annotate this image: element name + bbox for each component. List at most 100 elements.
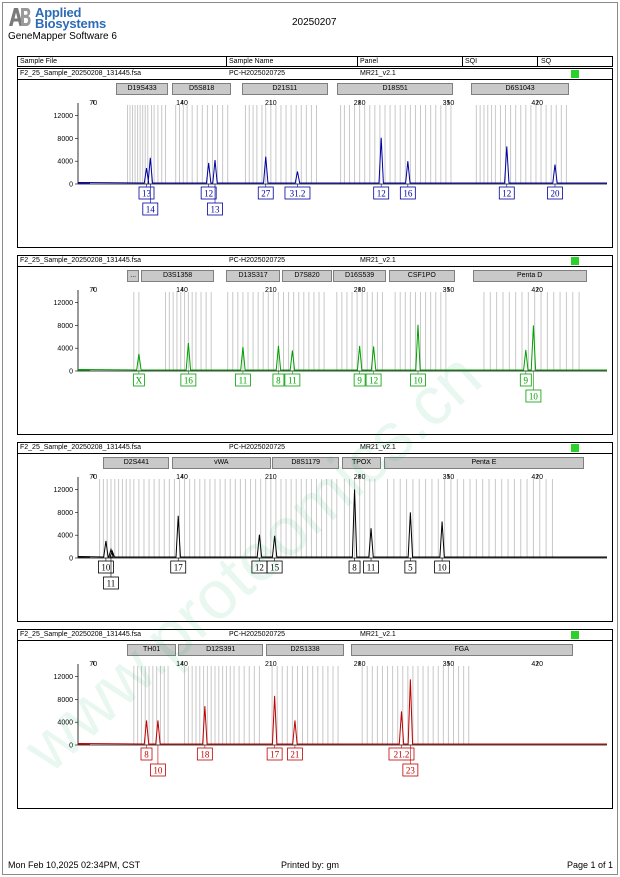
y-tick-label: 4000 <box>57 720 73 727</box>
allele-label-box <box>266 747 283 761</box>
allele-label: 8 <box>276 376 281 386</box>
y-tick-label: 4000 <box>57 346 73 353</box>
allele-label-box <box>287 747 303 761</box>
allele-label: 16 <box>184 376 194 386</box>
marker-bar: D12S391 <box>178 644 264 656</box>
quality-indicator <box>571 70 579 78</box>
allele-label: 20 <box>550 189 560 199</box>
quality-indicator <box>571 257 579 265</box>
sample-name: PC-H2025020725 <box>229 631 286 638</box>
allele-label: 10 <box>101 563 111 573</box>
allele-label: 17 <box>270 750 280 760</box>
allele-label: 12 <box>255 563 264 573</box>
allele-label-box <box>365 373 382 387</box>
quality-indicator <box>571 631 579 639</box>
marker-bar: D7S820 <box>282 270 332 282</box>
allele-label: 11 <box>239 376 248 386</box>
allele-label: 12 <box>204 189 213 199</box>
allele-label-box <box>132 373 145 387</box>
x-tick-label: 210 <box>265 661 277 668</box>
marker-bar: D8S1179 <box>272 457 340 469</box>
allele-label: 10 <box>529 392 539 402</box>
sample-file: F2_25_Sample_20250208_131445.fsa <box>20 444 142 451</box>
marker-bar: D2S1338 <box>265 644 345 656</box>
allele-label: 12 <box>502 189 511 199</box>
allele-label-box <box>196 747 213 761</box>
allele-label-box <box>140 747 153 761</box>
y-tick-label: 12000 <box>54 487 74 494</box>
allele-label-box <box>170 560 187 574</box>
y-tick-label: 0 <box>69 182 73 189</box>
column-divider <box>357 57 358 66</box>
allele-label-box <box>363 560 379 574</box>
marker-bar: Penta D <box>472 270 587 282</box>
sample-file: F2_25_Sample_20250208_131445.fsa <box>20 257 142 264</box>
allele-label-box <box>207 202 223 216</box>
allele-label-box <box>257 186 274 200</box>
allele-label: 21 <box>290 750 299 760</box>
run-date: 20250207 <box>292 17 337 28</box>
allele-label-box <box>525 389 542 403</box>
sample-file: F2_25_Sample_20250208_131445.fsa <box>20 631 142 638</box>
marker-bar: D16S539 <box>332 270 387 282</box>
electropherogram-plot: 70 140 210 280 350 420 0 4000 8000 12000 8 10 18 17 21… <box>54 661 607 777</box>
allele-label-box <box>498 186 515 200</box>
x-tick-label: 70 <box>89 474 97 481</box>
allele-label-box <box>402 763 419 777</box>
x-tick-label: 210 <box>265 474 277 481</box>
marker-bar: ... <box>127 270 139 282</box>
panel-info-row: F2_25_Sample_20250208_131445.fsa PC-H202… <box>18 443 612 454</box>
allele-label: 12 <box>377 189 386 199</box>
allele-label: 9 <box>357 376 362 386</box>
allele-label: 31.2 <box>290 189 306 199</box>
x-tick-label: 280 <box>354 287 366 294</box>
allele-label: 11 <box>288 376 297 386</box>
marker-bar: D3S1358 <box>141 270 214 282</box>
signal-trace <box>77 679 607 745</box>
column-divider <box>462 57 463 66</box>
marker-bar: D13S317 <box>226 270 280 282</box>
allele-label: 23 <box>406 766 416 776</box>
electropherogram-plot: 70 140 210 280 350 420 0 4000 8000 12000 13 14 12 13 2… <box>54 100 607 216</box>
allele-label: 15 <box>270 563 280 573</box>
x-tick-label: 70 <box>89 661 97 668</box>
allele-label-box <box>272 373 285 387</box>
allele-label-box <box>410 373 426 387</box>
marker-bar: D19S433 <box>116 83 169 95</box>
allele-label: X <box>136 376 143 386</box>
electropherogram-panel-black: F2_25_Sample_20250208_131445.fsa PC-H202… <box>17 442 613 622</box>
signal-trace <box>77 489 607 558</box>
allele-label: 16 <box>403 189 413 199</box>
allele-label: 10 <box>153 766 163 776</box>
allele-label-box <box>98 560 114 574</box>
panel-name: MR21_v2.1 <box>360 257 396 264</box>
panel-name: MR21_v2.1 <box>360 444 396 451</box>
x-tick-label: 140 <box>176 100 188 107</box>
allele-label: 13 <box>142 189 152 199</box>
y-tick-label: 12000 <box>54 300 74 307</box>
x-tick-label: 70 <box>89 287 97 294</box>
applied-biosystems-logo: Applied Biosystems <box>8 5 118 31</box>
allele-label-box <box>434 560 450 574</box>
column-divider <box>537 57 538 66</box>
x-tick-label: 70 <box>89 100 97 107</box>
y-tick-label: 12000 <box>54 674 74 681</box>
allele-label: 10 <box>438 563 448 573</box>
allele-label-box <box>348 560 361 574</box>
allele-label-box <box>150 763 166 777</box>
marker-bar: Penta E <box>383 457 585 469</box>
column-divider <box>226 57 227 66</box>
marker-bar: CSF1PO <box>388 270 455 282</box>
y-tick-label: 8000 <box>57 323 73 330</box>
allele-label: 11 <box>107 579 116 589</box>
x-tick-label: 350 <box>443 474 455 481</box>
x-tick-label: 420 <box>531 474 543 481</box>
marker-bar: TPOX <box>341 457 382 469</box>
sample-name: PC-H2025020725 <box>229 70 286 77</box>
x-tick-label: 280 <box>354 474 366 481</box>
allele-label: 8 <box>144 750 149 760</box>
panel-info-row: F2_25_Sample_20250208_131445.fsa PC-H202… <box>18 256 612 267</box>
col-sq: SQ <box>541 58 552 65</box>
allele-label-box <box>547 186 563 200</box>
